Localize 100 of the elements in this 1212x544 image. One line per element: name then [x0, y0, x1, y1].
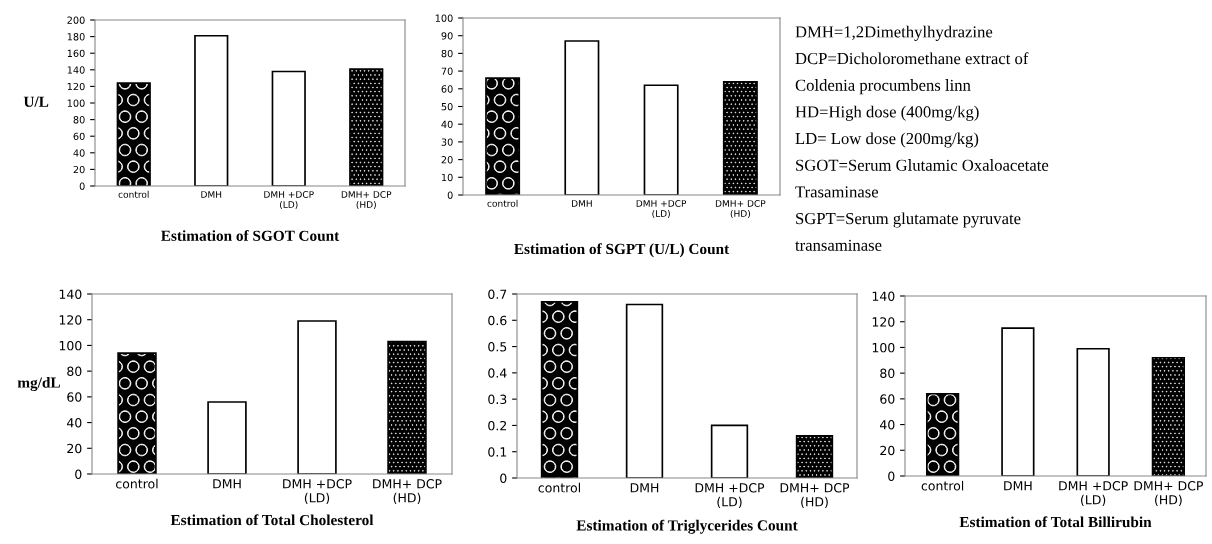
y-tick-label: 20 [67, 443, 82, 454]
text: Estimation of SGOT Count [161, 229, 340, 241]
y-tick-label: 100 [59, 340, 82, 351]
y-axis-title: U/L [23, 96, 49, 107]
x-tick-label: DMH [213, 479, 241, 489]
x-tick-label: DMH [572, 200, 592, 207]
y-tick-label: 120 [872, 317, 895, 327]
y-tick-label: 100 [435, 14, 453, 22]
y-tick-label: 140 [67, 66, 85, 74]
bar [297, 320, 337, 474]
x-tick-label: DMH+ DCP (HD) [341, 191, 392, 210]
bar [625, 303, 664, 478]
text: Estimation of Total Billirubin [959, 516, 1152, 528]
text: Coldenia procumbens linn [795, 79, 971, 95]
y-tick-label: 0.6 [488, 315, 507, 326]
y-tick-label: 100 [872, 342, 895, 353]
bar [1151, 356, 1186, 476]
y-tick-label: 200 [67, 16, 85, 24]
x-tick-label: DMH+ DCP (HD) [715, 200, 766, 219]
bar [643, 84, 679, 195]
text: Estimation of SGPT (U/L) Count [514, 243, 730, 258]
bar [564, 40, 600, 195]
bar [207, 401, 247, 474]
bar [925, 392, 960, 476]
y-tick-label: 20 [441, 156, 453, 164]
y-tick-label: 100 [67, 99, 85, 107]
y-tick-label: 0.3 [488, 394, 507, 405]
y-tick-label: 40 [879, 420, 895, 430]
x-tick-label: control [921, 480, 964, 491]
y-tick-label: 40 [66, 418, 82, 428]
x-tick-label: DMH [1004, 481, 1032, 491]
x-tick-label: control [118, 190, 149, 198]
y-tick-label: 0 [447, 191, 453, 199]
bar [1001, 327, 1035, 476]
text: DMH=1,2Dimethylhydrazine [795, 25, 993, 41]
x-tick-label: DMH+ DCP (HD) [373, 479, 442, 504]
bar [349, 68, 384, 186]
y-tick-label: 60 [67, 392, 82, 402]
x-tick-label: DMH+ DCP (HD) [780, 483, 850, 508]
y-tick-label: 80 [441, 49, 453, 58]
bar [795, 435, 834, 478]
bar [117, 352, 157, 474]
y-tick-label: 0 [888, 471, 895, 481]
bar [1076, 347, 1110, 476]
y-tick-label: 0.2 [488, 420, 507, 431]
y-tick-label: 20 [73, 165, 85, 174]
text: Trasaminase [795, 186, 879, 198]
x-tick-label: DMH +DCP (LD) [695, 483, 765, 508]
y-axis-title: mg/dL [17, 377, 60, 391]
y-tick-label: 70 [441, 67, 453, 75]
y-tick-label: 60 [441, 85, 453, 93]
y-tick-label: 120 [67, 82, 85, 91]
y-tick-label: 140 [872, 291, 895, 301]
y-tick-label: 160 [67, 49, 85, 58]
text: Estimation of Triglycerides Count [576, 519, 798, 534]
text: LD= Low dose (200mg/kg) [795, 132, 979, 148]
y-tick-label: 10 [441, 173, 453, 182]
bar [710, 424, 749, 478]
bar [722, 80, 758, 195]
y-tick-label: 80 [880, 368, 895, 379]
x-tick-label: DMH [630, 483, 659, 493]
x-tick-label: DMH +DCP (LD) [264, 191, 314, 210]
y-tick-label: 0.7 [488, 289, 507, 299]
text: DCP=Dicholoromethane extract of [795, 52, 1029, 65]
y-tick-label: 120 [59, 315, 82, 325]
y-tick-label: 0 [79, 182, 85, 190]
y-tick-label: 50 [441, 102, 453, 111]
y-tick-label: 30 [441, 138, 453, 146]
x-tick-label: control [538, 482, 580, 493]
bar [540, 301, 579, 478]
y-tick-label: 80 [73, 116, 85, 124]
y-tick-label: 40 [73, 149, 85, 157]
bar [271, 70, 306, 186]
bar [387, 340, 427, 474]
text: SGOT=Serum Glutamic Oxaloacetate [796, 159, 1049, 171]
bar [485, 77, 521, 195]
x-tick-label: DMH +DCP (LD) [1059, 481, 1128, 506]
y-tick-label: 80 [67, 366, 82, 377]
y-tick-label: 0.4 [488, 368, 507, 378]
y-tick-label: 180 [67, 33, 85, 41]
x-tick-label: DMH +DCP (LD) [636, 200, 687, 219]
y-tick-label: 0 [500, 473, 507, 483]
x-tick-label: control [487, 199, 518, 207]
y-tick-label: 60 [73, 132, 85, 141]
y-tick-label: 0.1 [488, 447, 507, 457]
text: SGPT=Serum glutamate pyruvate [796, 212, 1021, 228]
x-tick-label: DMH [201, 191, 222, 198]
bar [116, 82, 151, 186]
text: transaminase [795, 239, 882, 251]
text: Estimation of Total Cholesterol [170, 514, 374, 526]
x-tick-label: DMH+ DCP (HD) [1134, 481, 1204, 506]
y-tick-label: 60 [880, 394, 895, 404]
x-tick-label: control [116, 478, 158, 489]
y-tick-label: 140 [59, 289, 82, 299]
text: HD=High dose (400mg/kg) [795, 105, 979, 121]
y-tick-label: 20 [880, 445, 895, 456]
y-tick-label: 0 [75, 469, 82, 479]
y-tick-label: 40 [441, 120, 453, 129]
bar [194, 34, 229, 186]
y-tick-label: 0.5 [488, 342, 507, 352]
